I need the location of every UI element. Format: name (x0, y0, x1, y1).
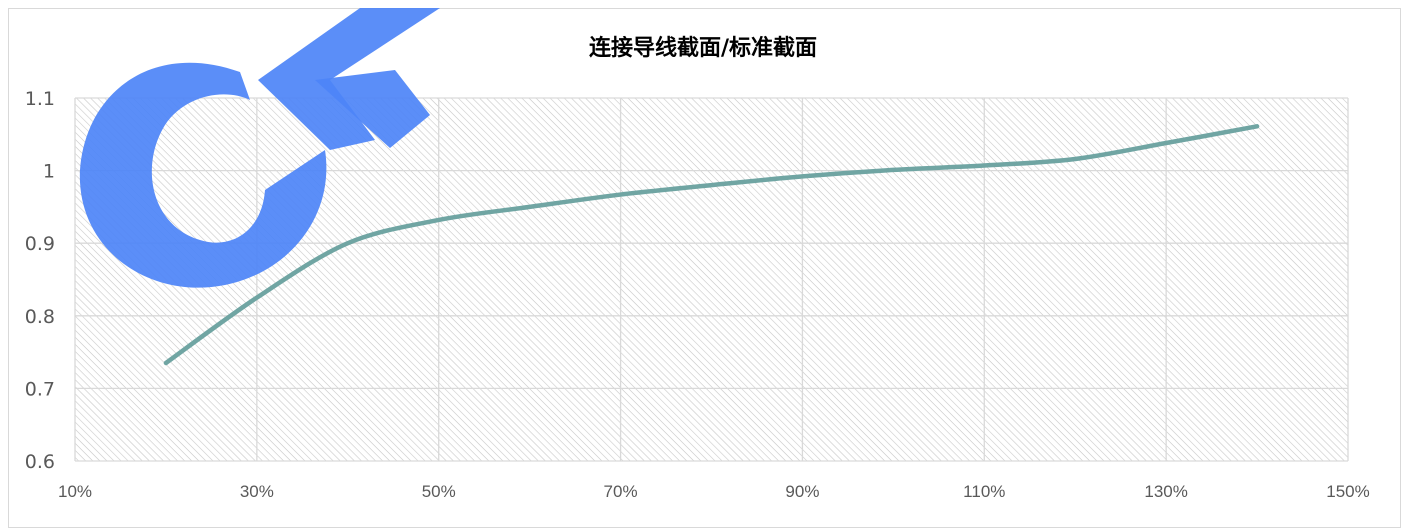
x-tick-label: 90% (785, 482, 819, 501)
x-tick-label: 50% (422, 482, 456, 501)
plot-area (75, 98, 1348, 461)
x-tick-label: 130% (1144, 482, 1187, 501)
y-tick-label: 1 (43, 161, 55, 183)
y-tick-label: 0.9 (25, 233, 55, 255)
x-tick-label: 110% (963, 482, 1005, 501)
y-tick-label: 0.7 (25, 378, 55, 400)
y-tick-label: 0.8 (25, 306, 55, 328)
y-tick-label: 1.1 (25, 88, 55, 110)
y-tick-label: 0.6 (25, 451, 55, 473)
chart-svg: 0.6 0.7 0.8 0.9 1 1.1 10% 30% 50% 70% 90% 110% 130% 1… (0, 0, 1410, 509)
chart-title: 连接导线截面/标准截面 (589, 35, 817, 61)
x-tick-label: 10% (58, 482, 92, 501)
x-tick-label: 150% (1326, 482, 1369, 501)
x-tick-label: 30% (240, 482, 274, 501)
x-tick-label: 70% (604, 482, 638, 501)
